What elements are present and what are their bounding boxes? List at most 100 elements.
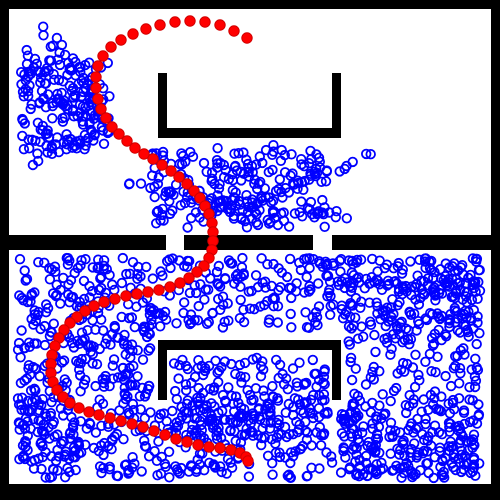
explored-node <box>96 420 107 432</box>
explored-node <box>179 197 191 209</box>
explored-node <box>18 91 30 102</box>
explored-node <box>227 174 239 186</box>
explored-node <box>149 191 160 203</box>
explored-node <box>32 426 44 438</box>
explored-node <box>372 275 384 287</box>
explored-node <box>335 467 347 478</box>
explored-node <box>241 222 253 233</box>
explored-node <box>232 274 243 285</box>
explored-node <box>322 270 334 282</box>
explored-node <box>225 457 236 468</box>
explored-node <box>238 316 250 328</box>
explored-node <box>57 112 68 124</box>
path-waypoint <box>181 436 193 448</box>
explored-node <box>350 292 362 304</box>
explored-node <box>203 316 215 328</box>
explored-node <box>464 382 475 393</box>
explored-node <box>249 174 261 185</box>
explored-node <box>21 58 33 70</box>
explored-node <box>449 292 461 304</box>
explored-node <box>155 266 166 277</box>
explored-node <box>29 383 40 395</box>
explored-node <box>285 447 297 458</box>
explored-node <box>75 66 86 78</box>
explored-node <box>344 462 356 473</box>
explored-node <box>222 298 233 309</box>
explored-node <box>97 125 109 136</box>
explored-node <box>314 256 325 267</box>
explored-node <box>301 471 313 482</box>
explored-node <box>182 222 193 233</box>
explored-node <box>448 404 460 415</box>
explored-node <box>391 460 402 472</box>
explored-node <box>40 307 52 318</box>
explored-node <box>454 423 466 434</box>
explored-node <box>82 133 94 144</box>
path-waypoint <box>140 23 152 35</box>
explored-node <box>443 398 454 409</box>
explored-node <box>465 467 476 479</box>
explored-node <box>58 355 70 366</box>
explored-node <box>304 280 315 292</box>
explored-node <box>385 417 397 429</box>
explored-node <box>275 429 287 440</box>
explored-node <box>47 97 58 109</box>
explored-node <box>249 178 260 190</box>
explored-node <box>16 66 27 78</box>
explored-node <box>457 452 468 464</box>
explored-node <box>423 431 434 442</box>
explored-node <box>62 57 74 69</box>
path-waypoint <box>115 415 127 427</box>
explored-node <box>171 393 183 405</box>
explored-node <box>185 212 197 224</box>
explored-node <box>71 143 82 154</box>
explored-node <box>448 363 460 374</box>
explored-node <box>319 379 330 390</box>
explored-node <box>246 285 257 297</box>
explored-node <box>385 395 396 407</box>
explored-node <box>25 68 37 80</box>
explored-node <box>313 301 325 312</box>
explored-node <box>252 219 264 231</box>
explored-node <box>353 272 364 283</box>
explored-node <box>39 78 51 89</box>
explored-node <box>246 194 258 205</box>
explored-node <box>185 197 197 208</box>
explored-node <box>81 423 93 434</box>
explored-node <box>26 288 38 300</box>
explored-node <box>371 468 382 480</box>
explored-node <box>454 363 466 374</box>
explored-node <box>259 299 270 311</box>
path-waypoint <box>154 19 166 31</box>
explored-node <box>159 458 171 470</box>
explored-node <box>370 439 382 451</box>
explored-node <box>39 257 50 269</box>
explored-node <box>61 252 73 264</box>
explored-node <box>207 307 219 319</box>
explored-node <box>106 444 117 455</box>
explored-node <box>49 74 60 86</box>
explored-node <box>68 429 79 440</box>
explored-node <box>209 178 220 190</box>
explored-node <box>446 458 458 469</box>
explored-node <box>40 472 51 483</box>
explored-node <box>75 386 86 397</box>
explored-node <box>239 430 250 441</box>
explored-node <box>452 313 463 324</box>
explored-node <box>106 279 118 290</box>
explored-node <box>326 451 337 462</box>
explored-node <box>233 410 245 422</box>
explored-node <box>165 187 177 198</box>
explored-node <box>135 404 146 415</box>
explored-node <box>408 394 420 405</box>
explored-node <box>139 391 151 402</box>
explored-node <box>146 314 157 326</box>
explored-node <box>226 358 237 370</box>
path-waypoint <box>106 121 118 133</box>
explored-node <box>367 366 378 378</box>
explored-node <box>221 468 232 479</box>
explored-node <box>18 419 30 431</box>
explored-node <box>151 206 163 218</box>
explored-node <box>397 282 409 293</box>
